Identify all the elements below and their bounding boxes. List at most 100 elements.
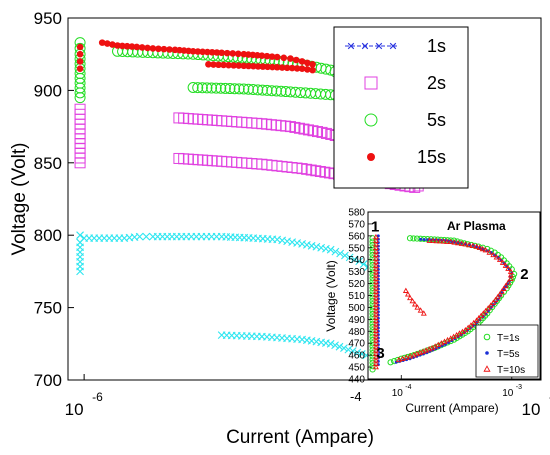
inset-legend-marker-swatch [483,333,491,341]
data-point-5s [261,84,273,96]
data-point-t-10s [372,340,379,347]
data-point-t-10s [414,304,421,310]
inset-y-tick-label: 480 [348,327,365,338]
data-point-15s [309,66,316,74]
data-point-t-10s [433,237,440,244]
legend-marker-swatch [347,42,355,50]
data-point-t-10s [372,258,379,265]
data-point-t-10s [372,285,379,291]
data-point-15s [215,61,222,69]
legend-marker-swatch [364,113,378,127]
data-point-t-10s [372,288,379,294]
data-point-t-10s [444,336,451,343]
data-point-t-10s [372,350,379,357]
data-point-15s [269,63,276,71]
data-point-15s [235,62,243,69]
data-point-t-10s [507,275,514,282]
data-point-t-10s [372,354,379,360]
data-point-t-1s [369,366,376,373]
data-point-5s [256,84,268,96]
data-point-15s [288,64,296,72]
data-point-t-10s [372,311,379,317]
data-point-t-10s [407,294,413,301]
inset-x-tick-label: 10 [502,388,514,399]
data-point-15s [76,65,84,72]
inset-y-tick-label: 470 [348,339,365,350]
data-point-15s [114,42,121,49]
data-point-5s [229,83,241,95]
data-point-5s [187,82,199,94]
data-point-t-10s [372,248,379,254]
data-point-15s [199,48,206,56]
legend-entry-2s: 2s [364,73,446,93]
data-point-5s [266,85,278,97]
data-point-15s [138,44,146,51]
data-point-1s [76,231,84,240]
data-point-5s [224,83,236,95]
data-point-2s [316,126,328,138]
data-point-t-10s [466,241,473,248]
data-point-t-10s [372,251,379,258]
data-point-15s [76,58,84,65]
data-point-15s [76,50,84,58]
data-point-t-10s [372,337,379,343]
data-point-t-10s [458,240,465,246]
data-point-15s [268,53,276,60]
data-point-t-10s [470,319,477,326]
data-point-t-10s [462,241,469,247]
data-point-15s [133,43,141,51]
data-point-t-1s [369,238,376,245]
data-point-t-10s [411,301,418,307]
inset-y-tick-label: 520 [348,279,365,290]
data-point-15s [309,61,316,68]
data-point-t-10s [372,272,379,278]
data-point-15s [230,62,237,69]
data-point-15s [304,59,311,67]
main-x-tick-exponent: -6 [92,390,103,404]
data-point-t-10s [485,305,492,311]
data-point-t-10s [403,354,410,360]
legend-marker-swatch [375,42,383,50]
inset-y-tick-label: 500 [348,303,365,314]
data-point-t-10s [429,344,436,351]
inset-corner-exponent: -4 [350,389,362,404]
data-point-t-1s [369,235,376,242]
data-point-15s [104,40,111,47]
data-point-15s [304,66,311,73]
data-point-15s [109,41,116,48]
data-point-t-10s [372,295,379,301]
data-point-5s [233,83,245,95]
data-point-t-10s [372,282,379,288]
data-point-1s [335,342,344,351]
data-point-1s [341,251,349,260]
data-point-15s [280,54,288,62]
data-point-t-10s [492,296,499,303]
data-point-t-10s [475,315,482,321]
data-point-t-10s [372,347,379,353]
data-point-15s [259,63,267,70]
data-point-15s [273,53,281,61]
data-point-1s [142,232,151,241]
main-legend-box [333,26,469,189]
main-x-axis: 10-610-4 [65,374,550,419]
data-point-t-10s [447,238,454,245]
inset-legend: T=1s T=5s T=10s [475,324,539,378]
data-point-t-10s [498,288,505,294]
data-point-15s [264,63,271,71]
data-point-t-10s [372,308,379,314]
data-point-2s [320,127,332,139]
data-point-t-10s [478,312,485,318]
data-point-1s [293,239,302,247]
legend-entry-5s: 5s [364,110,446,130]
data-point-t-10s [459,328,466,334]
inset-legend-label: T=1s [497,333,520,344]
data-point-t-10s [432,343,439,349]
data-point-15s [245,62,252,70]
data-point-t-10s [487,302,494,308]
inset-y-tick-label: 570 [348,219,365,230]
data-point-5s [210,82,222,94]
main-y-tick-label: 950 [34,9,62,28]
main-y-tick-label: 900 [34,81,62,100]
data-point-15s [208,48,216,56]
